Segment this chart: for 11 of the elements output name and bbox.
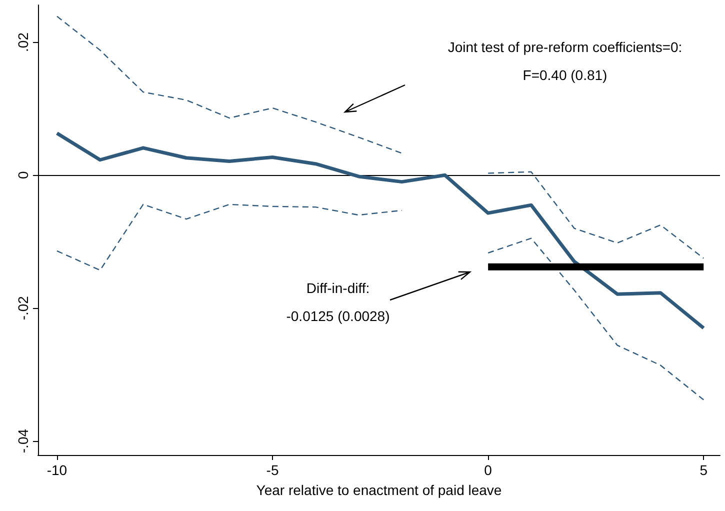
x-tick-label: 5 <box>700 462 708 478</box>
x-tick-label: 0 <box>484 462 492 478</box>
y-tick-label: -.02 <box>15 296 31 320</box>
annotation: Diff-in-diff: -0.0125 (0.0028) <box>286 280 390 324</box>
annotation: Joint test of pre-reform coefficients=0: F=0.40 (0.81) <box>448 39 682 83</box>
x-tick-label: -10 <box>46 462 68 478</box>
x-axis-title: Year relative to enactment of paid leave <box>256 482 502 498</box>
y-tick-label: 0 <box>15 171 31 180</box>
x-tick-label: -5 <box>266 462 279 478</box>
y-tick-label: .02 <box>15 32 31 52</box>
y-tick-label: -.04 <box>15 428 31 454</box>
